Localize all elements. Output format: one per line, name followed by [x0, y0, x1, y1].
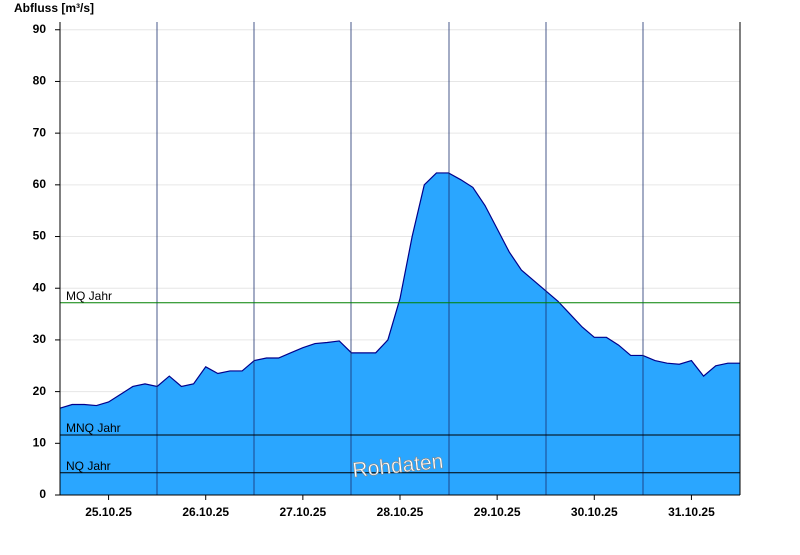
y-tick-label: 80: [33, 74, 47, 88]
reference-label: NQ Jahr: [66, 459, 111, 473]
y-tick-label: 70: [33, 125, 47, 139]
y-tick-label: 40: [33, 280, 47, 294]
y-tick-label: 50: [33, 229, 47, 243]
y-axis-title: Abfluss [m³/s]: [14, 1, 94, 15]
reference-label: MNQ Jahr: [66, 421, 121, 435]
y-tick-label: 30: [33, 332, 47, 346]
x-tick-label: 30.10.25: [571, 505, 618, 519]
y-tick-label: 60: [33, 177, 47, 191]
x-tick-label: 28.10.25: [377, 505, 424, 519]
y-tick-label: 0: [39, 487, 46, 501]
reference-label: MQ Jahr: [66, 289, 112, 303]
x-tick-label: 25.10.25: [85, 505, 132, 519]
area-fill: [60, 172, 740, 495]
x-tick-label: 26.10.25: [182, 505, 229, 519]
x-tick-label: 31.10.25: [668, 505, 715, 519]
x-tick-label: 27.10.25: [279, 505, 326, 519]
area-line: [59, 172, 740, 409]
x-tick-label: 29.10.25: [474, 505, 521, 519]
y-tick-label: 10: [33, 435, 47, 449]
day-lines: [156, 22, 644, 495]
y-tick-label: 90: [33, 22, 47, 36]
y-tick-label: 20: [33, 384, 47, 398]
